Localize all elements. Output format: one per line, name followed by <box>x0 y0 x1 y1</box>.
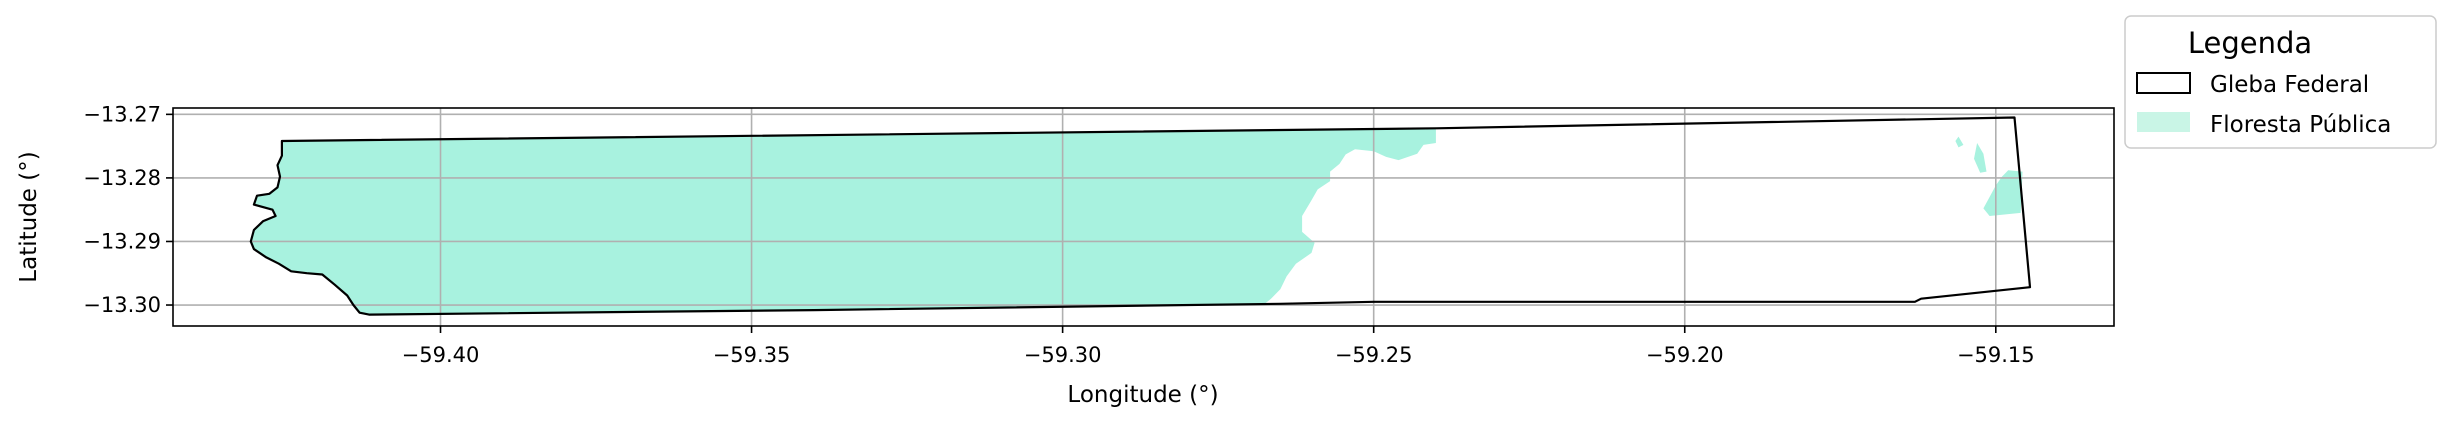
y-axis: −13.27 −13.28 −13.29 −13.30 <box>83 102 173 317</box>
legend: Legenda Gleba Federal Floresta Pública <box>2124 15 2437 149</box>
legend-swatch-floresta-publica <box>2137 112 2190 132</box>
y-tick-label: −13.28 <box>83 166 161 190</box>
legend-swatch-gleba-federal <box>2136 72 2191 94</box>
legend-frame <box>2124 15 2437 149</box>
y-tick-label: −13.30 <box>83 293 161 317</box>
x-tick-label: −59.30 <box>1024 343 1102 367</box>
x-tick-label: −59.35 <box>713 343 791 367</box>
gleba-federal-layer <box>249 116 2032 316</box>
x-tick-label: −59.40 <box>402 343 480 367</box>
legend-title: Legenda <box>2188 26 2312 60</box>
x-tick-label: −59.25 <box>1335 343 1413 367</box>
legend-label-floresta-publica: Floresta Pública <box>2210 112 2391 138</box>
y-axis-label: Latitude (°) <box>16 151 42 282</box>
floresta-publica-polygon <box>1955 136 1964 148</box>
x-tick-label: −59.20 <box>1646 343 1724 367</box>
x-axis: −59.40 −59.35 −59.30 −59.25 −59.20 −59.15 <box>402 326 2035 367</box>
y-tick-label: −13.29 <box>83 229 161 253</box>
x-axis-label: Longitude (°) <box>1067 382 1218 408</box>
floresta-publica-polygon <box>1974 143 1987 173</box>
floresta-publica-layer <box>250 128 2023 315</box>
y-tick-label: −13.27 <box>83 102 161 126</box>
axes-frame <box>172 107 2115 327</box>
floresta-publica-polygon <box>250 128 1436 315</box>
gleba-federal-outline <box>249 116 2032 316</box>
plot-area <box>172 107 2115 327</box>
x-tick-label: −59.15 <box>1957 343 2035 367</box>
legend-label-gleba-federal: Gleba Federal <box>2210 72 2369 98</box>
floresta-publica-polygon <box>1983 170 2023 216</box>
